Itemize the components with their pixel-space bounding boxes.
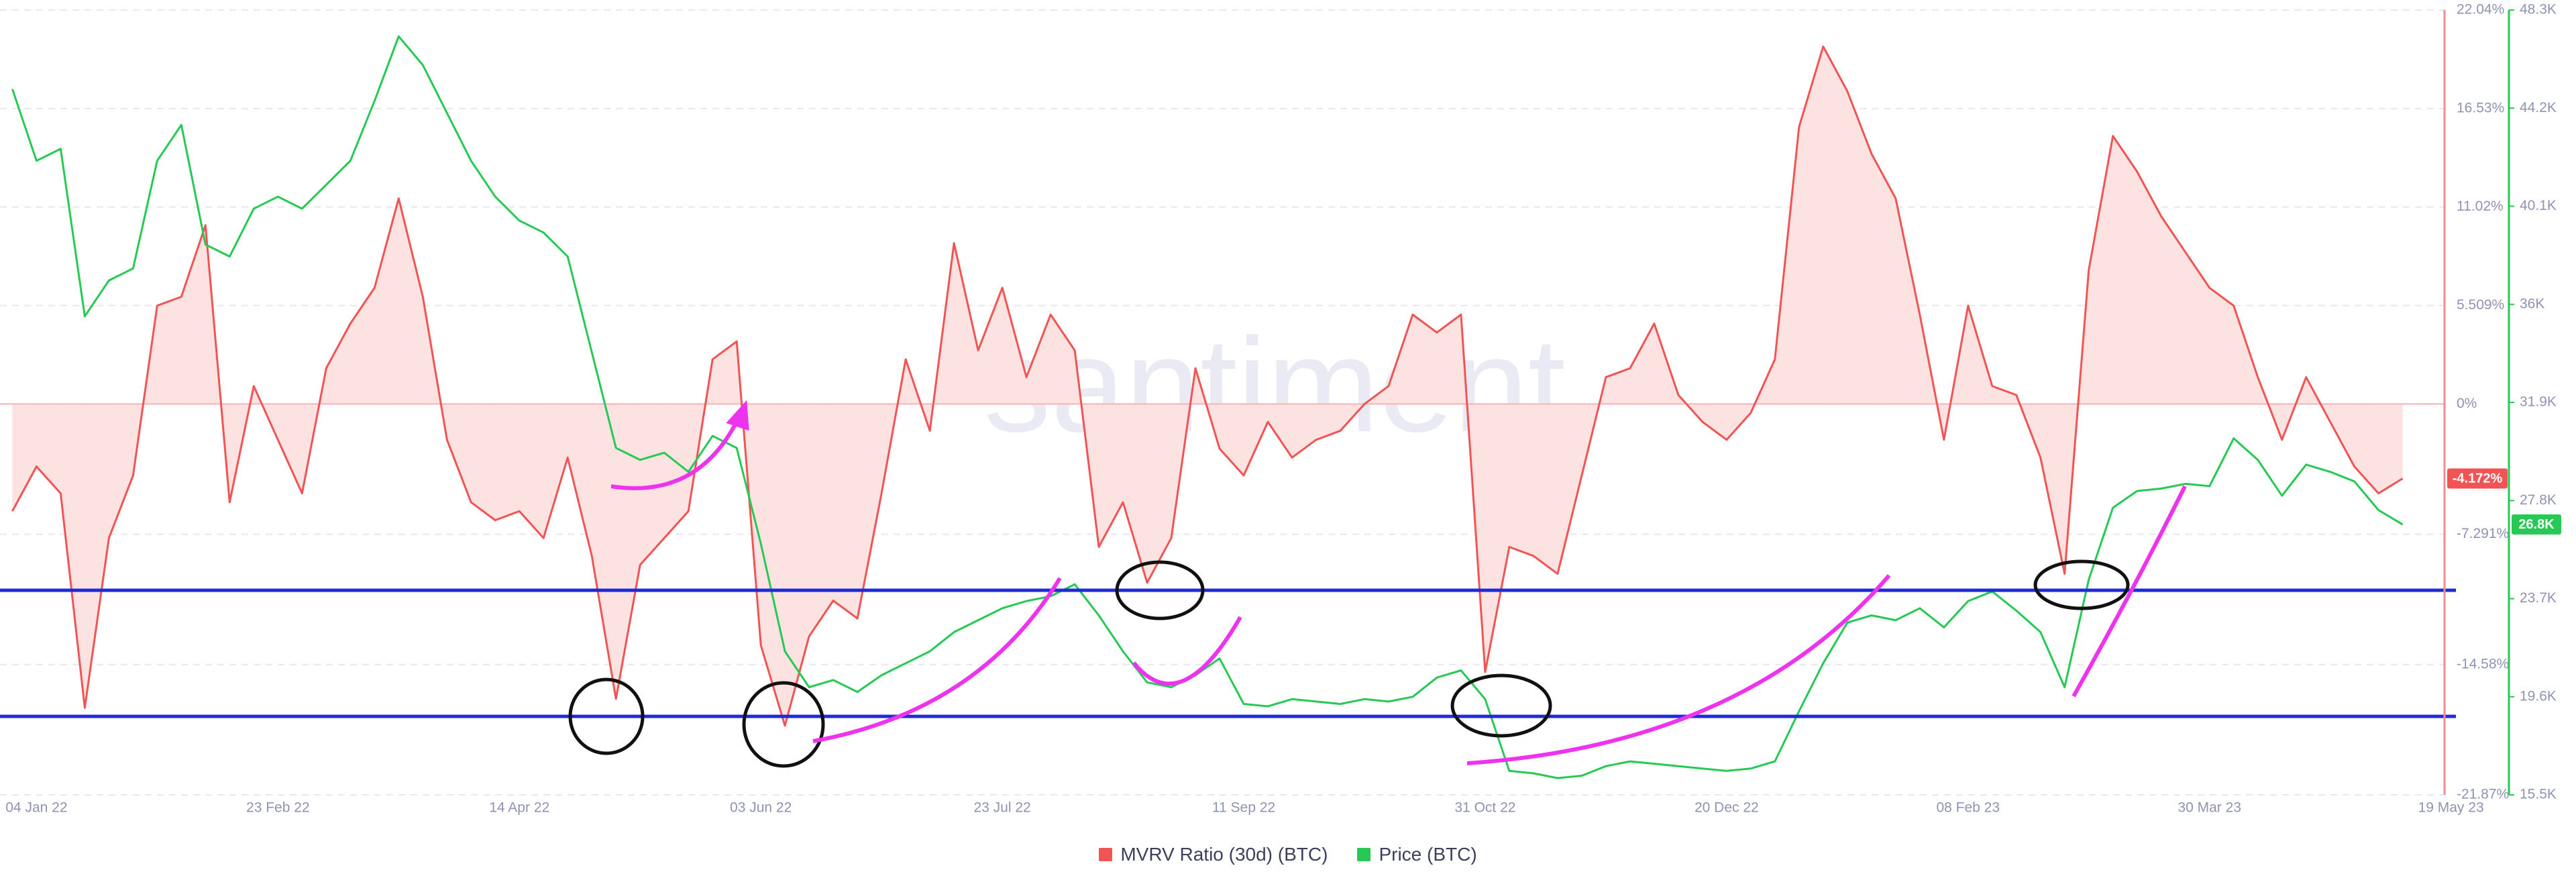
circle-annotation: [1115, 560, 1205, 620]
last-value-tag: [2512, 514, 2561, 535]
y-tick-label: -14.58%: [2457, 656, 2509, 671]
y2-tick-label: 44.2K: [2520, 100, 2557, 115]
circle-annotation: [1450, 673, 1552, 738]
legend-swatch: [1099, 848, 1113, 861]
trend-curve: [812, 577, 1062, 743]
legend-item[interactable]: MVRV Ratio (30d) (BTC): [1099, 844, 1328, 865]
data: [0, 35, 2445, 779]
circle-annotation: [742, 681, 825, 768]
legend-item[interactable]: Price (BTC): [1357, 844, 1477, 865]
x-tick-label: 31 Oct 22: [1454, 800, 1515, 816]
trend-arrow: [610, 418, 740, 490]
legend-label: Price (BTC): [1379, 844, 1477, 865]
y-tick-label: -21.87%: [2457, 787, 2509, 802]
y2-tick-label: 31.9K: [2520, 394, 2557, 410]
x-tick-label: 04 Jan 22: [5, 800, 67, 816]
labels: 22.04% 16.53% 11.02% 5.509% 0% -7.291% -14.58%…: [5, 2, 2561, 816]
y2-tick-label: 36K: [2520, 296, 2544, 311]
y-tick-label: 5.509%: [2457, 297, 2504, 313]
arrow-head: [726, 400, 749, 431]
area: [12, 46, 2403, 726]
x-tick-label: 03 Jun 22: [730, 800, 792, 816]
chart: santiment 22.04%16.53%11.02%5.509%0%-7.2…: [0, 2, 2561, 816]
x-tick-label: 08 Feb 23: [1936, 800, 2000, 816]
x-tick-label: 14 Apr 22: [489, 800, 549, 816]
y2-tick-label: 15.5K: [2520, 787, 2557, 802]
x-tick-label: 23 Jul 22: [973, 800, 1030, 816]
trend-curve: [1466, 574, 1891, 765]
y2-tick-label: 27.8K: [2520, 492, 2557, 508]
y2-tick-label: 48.3K: [2520, 2, 2557, 17]
series-line: [11, 35, 2404, 779]
y-tick-label: 11.02%: [2457, 199, 2504, 214]
annotations: [0, 400, 2456, 768]
y2-tick-label: 40.1K: [2520, 198, 2557, 213]
legend-label: MVRV Ratio (30d) (BTC): [1120, 844, 1328, 865]
y-tick-label: 0%: [2457, 396, 2477, 411]
x-tick-label: 11 Sep 22: [1212, 800, 1275, 816]
x-tick-label: 30 Mar 23: [2178, 800, 2241, 816]
last-value-label: 26.8K: [2518, 517, 2555, 532]
trend-curve: [1132, 616, 1242, 686]
circle-annotation: [2033, 559, 2130, 610]
y-tick-label: -7.291%: [2457, 526, 2509, 541]
legend: MVRV Ratio (30d) (BTC) Price (BTC): [0, 844, 2576, 865]
trend-curve: [2072, 485, 2187, 698]
x-tick-label: 20 Dec 22: [1695, 800, 1759, 816]
y2-tick-label: 23.7K: [2520, 590, 2557, 606]
circle-annotation: [568, 677, 645, 755]
last-value-tag: [2447, 468, 2508, 489]
series-line: [11, 45, 2404, 727]
y-tick-label: 22.04%: [2457, 2, 2504, 17]
legend-swatch: [1357, 848, 1371, 861]
x-tick-label: 19 May 23: [2418, 800, 2484, 816]
y-tick-label: 16.53%: [2457, 100, 2504, 115]
last-value-label: -4.172%: [2453, 472, 2503, 486]
y2-tick-label: 19.6K: [2520, 688, 2557, 704]
x-tick-label: 23 Feb 22: [246, 800, 310, 816]
